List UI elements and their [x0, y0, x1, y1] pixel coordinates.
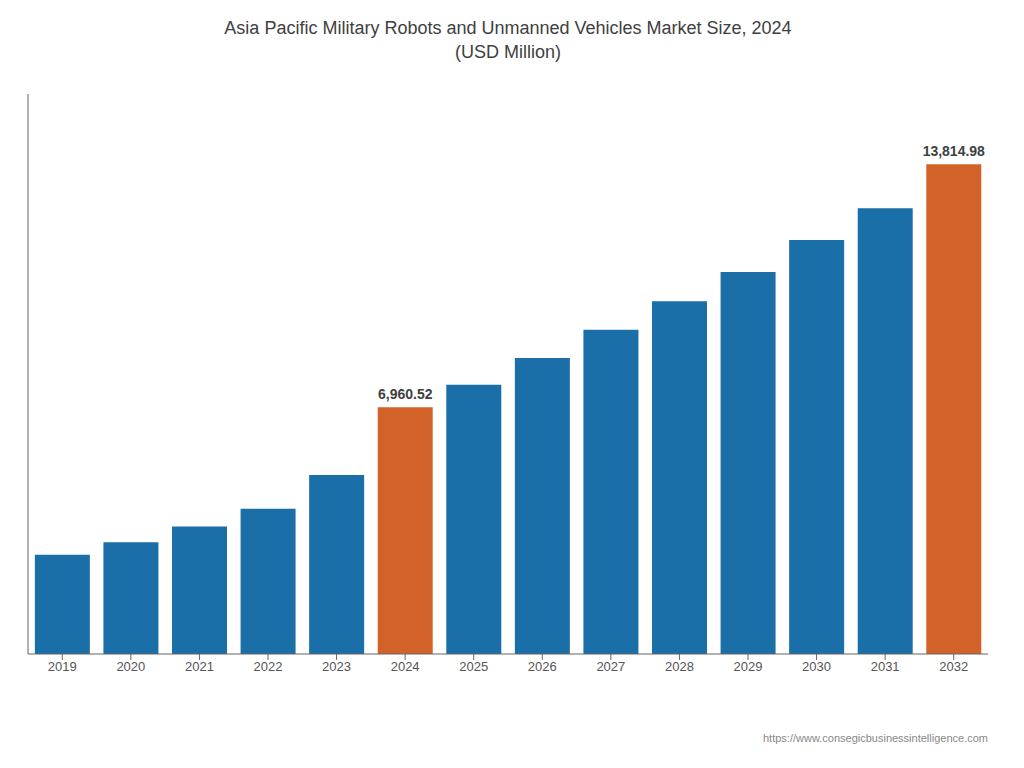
svg-text:2028: 2028: [665, 659, 694, 674]
svg-text:2023: 2023: [322, 659, 351, 674]
svg-text:2026: 2026: [528, 659, 557, 674]
svg-text:2025: 2025: [459, 659, 488, 674]
html-text:https://www.consegicbusinessin: https://www.consegicbusinessintelligence…: [763, 732, 988, 744]
svg-text:2031: 2031: [871, 659, 900, 674]
svg-text:2029: 2029: [734, 659, 763, 674]
svg-text:2020: 2020: [116, 659, 145, 674]
svg-text:2032: 2032: [939, 659, 968, 674]
svg-text:2024: 2024: [391, 659, 420, 674]
svg-text:2021: 2021: [185, 659, 214, 674]
svg-text:2027: 2027: [596, 659, 625, 674]
html-text:Asia Pacific Military Robots a: Asia Pacific Military Robots and Unmanne…: [224, 18, 792, 38]
svg-text:2030: 2030: [802, 659, 831, 674]
svg-text:6,960.52: 6,960.52: [378, 386, 433, 402]
svg-text:2019: 2019: [48, 659, 77, 674]
svg-text:2022: 2022: [254, 659, 283, 674]
svg-text:13,814.98: 13,814.98: [923, 143, 985, 159]
html-text:(USD Million): (USD Million): [455, 42, 561, 62]
